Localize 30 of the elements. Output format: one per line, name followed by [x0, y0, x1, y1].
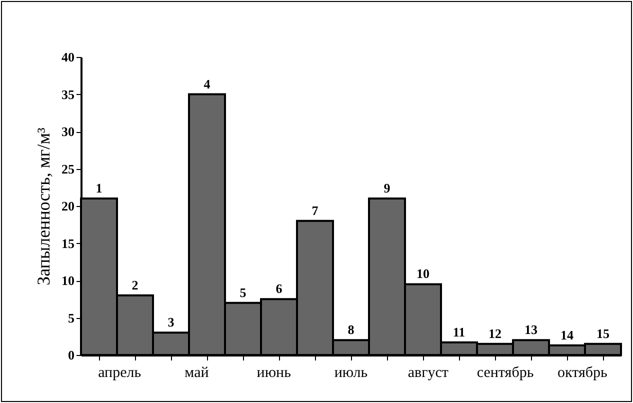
y-tick-label: 30: [62, 124, 74, 139]
x-tick-label: 6: [276, 281, 283, 296]
x-tick-label: 8: [348, 322, 355, 338]
x-tick-label: 11: [452, 324, 466, 340]
y-axis-title: Запыленность, мг/м³: [34, 126, 54, 286]
x-tick-label: 1: [96, 180, 102, 196]
y-tick-label: 15: [62, 236, 75, 251]
text: октябрь: [558, 365, 608, 381]
y-tick-label: 25: [62, 161, 75, 176]
y-tick-label: 35: [62, 86, 75, 102]
text: май: [184, 365, 209, 381]
x-tick-label: 3: [168, 314, 175, 330]
text: июль: [334, 365, 368, 381]
x-tick-label: 4: [204, 76, 211, 92]
x-tick-label: 13: [524, 322, 538, 338]
x-tick-label: 5: [240, 284, 247, 300]
x-tick-label: 7: [312, 202, 319, 218]
text: август: [408, 365, 449, 381]
text: апрель: [98, 365, 142, 381]
x-tick-label: 12: [488, 326, 502, 341]
x-tick-label: 9: [384, 180, 391, 196]
y-tick-label: 20: [62, 198, 74, 214]
text: июнь: [256, 365, 292, 381]
x-tick-label: 2: [132, 277, 138, 292]
y-tick-label: 5: [68, 310, 75, 326]
y-tick-label: 0: [68, 348, 74, 362]
text: сентябрь: [476, 365, 534, 381]
x-tick-label: 15: [596, 326, 610, 341]
y-tick-label: 40: [62, 50, 74, 64]
x-tick-label: 14: [560, 327, 574, 342]
